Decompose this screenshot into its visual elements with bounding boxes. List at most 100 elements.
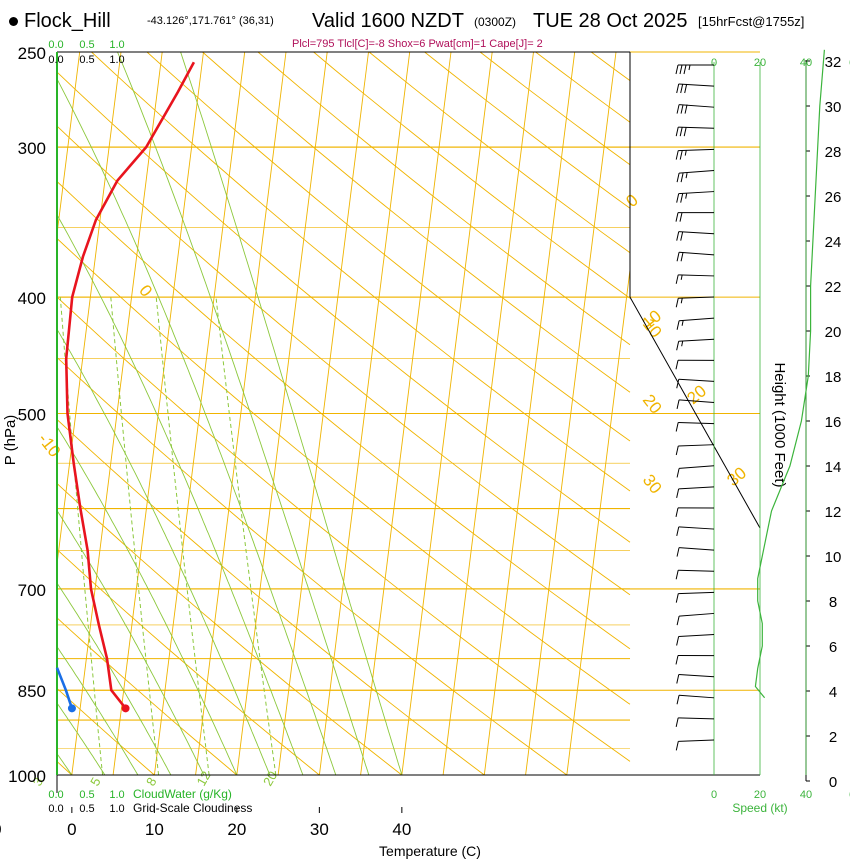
speed-tick-label: 40 bbox=[800, 57, 812, 69]
cloudwater-tick-label: 1.0 bbox=[109, 39, 124, 51]
pressure-tick-label: 500 bbox=[18, 406, 46, 425]
speed-tick-label: 0 bbox=[711, 57, 717, 69]
station-name: Flock_Hill bbox=[24, 10, 111, 32]
dry-adiabat-line bbox=[56, 357, 568, 776]
wind-barb-feather bbox=[679, 212, 683, 222]
wind-barb-feather bbox=[676, 636, 680, 646]
moist-adiabat-line bbox=[56, 702, 106, 776]
wind-barb bbox=[675, 422, 715, 432]
wind-barb bbox=[676, 169, 715, 183]
surface-dewpoint-dot bbox=[67, 704, 76, 713]
dry-adiabat-line bbox=[56, 419, 485, 776]
moist-adiabat-line bbox=[56, 214, 304, 776]
dewpoint-line bbox=[55, 667, 74, 709]
pressure-tick-label: 850 bbox=[18, 682, 46, 701]
dry-adiabat-label: 20 bbox=[683, 381, 710, 408]
wind-barb-feather bbox=[679, 127, 683, 137]
wind-barb bbox=[676, 191, 715, 203]
wind-barb bbox=[676, 317, 715, 330]
wind-barb-half-feather bbox=[681, 320, 684, 326]
moist-adiabat-line bbox=[56, 329, 271, 776]
wind-barb-half-feather bbox=[681, 341, 684, 347]
wind-barb-feather bbox=[675, 593, 679, 603]
valid-date: TUE 28 Oct 2025 bbox=[533, 10, 688, 32]
wind-barb bbox=[675, 717, 715, 728]
dry-adiabat-line bbox=[56, 617, 238, 776]
wind-barb-feather bbox=[675, 298, 679, 308]
wind-barb-staff bbox=[679, 251, 715, 256]
isotherm-line bbox=[525, 51, 617, 776]
wind-barb bbox=[675, 569, 715, 580]
isotherm-line bbox=[483, 51, 576, 776]
speed-tick-label: 40 bbox=[800, 789, 812, 801]
wind-barbs bbox=[675, 64, 715, 751]
cloudiness-tick-label: 0.5 bbox=[79, 803, 94, 815]
sounding-parameters: Plcl=795 Tlcl[C]=-8 Shox=6 Pwat[cm]=1 Ca… bbox=[292, 38, 543, 50]
wind-barb-feather bbox=[684, 104, 688, 114]
wind-barb-feather bbox=[680, 193, 684, 203]
cloudiness-tick-label: 1.0 bbox=[109, 54, 124, 66]
isotherm-line bbox=[360, 51, 452, 776]
wind-barb bbox=[676, 378, 715, 389]
dry-adiabat-line bbox=[56, 71, 631, 543]
wind-barb-half-feather bbox=[685, 193, 688, 199]
pressure-tick-label: 1000 bbox=[8, 767, 46, 786]
cloudwater-tick-label: 0.5 bbox=[79, 789, 94, 801]
wind-barb-feather bbox=[676, 231, 680, 241]
speed-tick-label: 6 bbox=[849, 57, 850, 69]
wind-barb bbox=[675, 591, 715, 603]
wind-barb-staff bbox=[679, 547, 715, 551]
temperature-line bbox=[64, 61, 196, 710]
wind-barb bbox=[676, 231, 715, 241]
wind-barb-staff bbox=[678, 591, 715, 595]
wind-barb-staff bbox=[678, 717, 715, 720]
height-tick-label: 20 bbox=[825, 324, 842, 341]
isotherm-line bbox=[566, 269, 631, 776]
wind-barb-half-feather bbox=[685, 172, 688, 179]
wind-barb-staff bbox=[678, 231, 715, 235]
wind-barb-staff bbox=[678, 569, 715, 572]
wind-barb-feather bbox=[680, 252, 684, 262]
wind-barb-half-feather bbox=[680, 274, 683, 280]
isotherm-line bbox=[318, 51, 411, 776]
wind-barb-feather bbox=[676, 172, 680, 183]
speed-tick-label: 20 bbox=[754, 57, 766, 69]
wind-barb-feather bbox=[676, 83, 680, 94]
dry-adiabat-line bbox=[368, 51, 631, 254]
wind-barb bbox=[676, 526, 715, 536]
wind-barb-staff bbox=[678, 526, 715, 530]
height-tick-label: 2 bbox=[829, 729, 837, 746]
wind-barb-staff bbox=[678, 296, 715, 299]
wind-barb-feather bbox=[676, 615, 680, 626]
cloudiness-tick-label: 1.0 bbox=[109, 803, 124, 815]
wind-barb-feather bbox=[680, 172, 684, 183]
moist-adiabat-line bbox=[56, 753, 73, 776]
wind-barb-staff bbox=[678, 694, 715, 699]
wind-barb bbox=[676, 486, 715, 499]
wind-barb-staff bbox=[678, 126, 715, 129]
wind-barb bbox=[675, 739, 715, 751]
wind-barb-staff bbox=[678, 148, 715, 152]
speed-axis-title: Speed (kt) bbox=[732, 801, 787, 815]
dry-adiabat-line bbox=[56, 483, 403, 776]
wind-barb-feather bbox=[680, 83, 684, 94]
wind-barb-feather bbox=[675, 717, 679, 728]
wind-barb-feather bbox=[679, 64, 683, 75]
dry-adiabat-line bbox=[56, 296, 631, 762]
dry-adiabat-line bbox=[257, 51, 631, 346]
speed-tick-label: 20 bbox=[754, 789, 766, 801]
wind-barb bbox=[676, 104, 715, 114]
isotherm-line bbox=[442, 51, 534, 776]
wind-barb-staff bbox=[678, 444, 715, 447]
cloudwater-label: CloudWater (g/Kg) bbox=[133, 787, 232, 801]
moist-adiabat-line bbox=[56, 582, 172, 776]
wind-barb-feather bbox=[680, 104, 684, 114]
height-tick-label: 32 bbox=[825, 54, 842, 71]
isotherm-label: -10 bbox=[34, 430, 64, 461]
cloudwater-tick-label: 0.5 bbox=[79, 39, 94, 51]
wind-barb-feather bbox=[675, 422, 679, 432]
moist-adiabat-line bbox=[180, 51, 403, 776]
dry-adiabat-line bbox=[479, 51, 631, 166]
wind-barb-feather bbox=[676, 695, 680, 705]
